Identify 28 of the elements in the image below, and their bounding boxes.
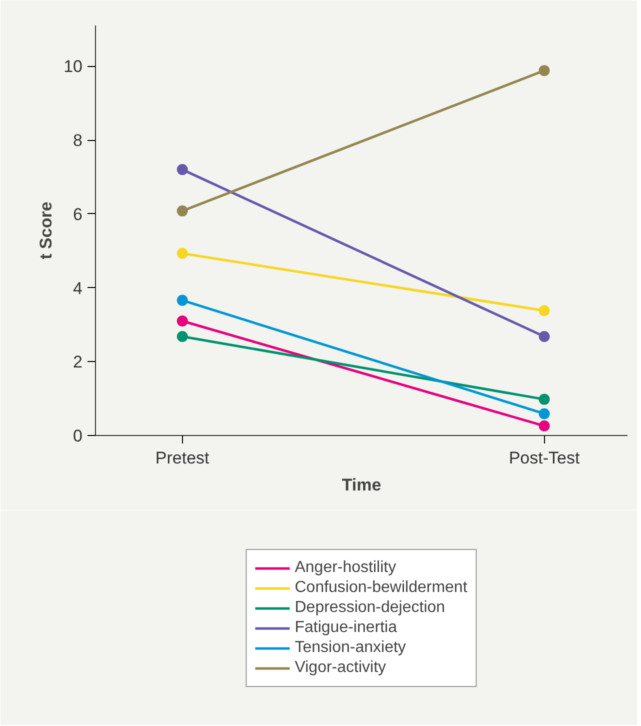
- legend-label: Anger-hostility: [294, 558, 396, 576]
- point: [538, 420, 550, 432]
- point: [538, 65, 550, 76]
- y-tick-label: 10: [64, 57, 83, 76]
- y-tick-label: 2: [73, 352, 83, 372]
- point: [176, 205, 188, 216]
- x-tick-label: Pretest: [155, 448, 210, 468]
- x-axis-title: Time: [342, 476, 382, 494]
- legend-label: Tension-anxiety: [294, 638, 406, 656]
- legend-label: Confusion-bewilderment: [294, 578, 468, 596]
- y-tick-label: 8: [73, 131, 83, 150]
- y-tick-label: 6: [73, 204, 83, 224]
- x-tick-label: Post-Test: [508, 448, 580, 468]
- point: [176, 331, 188, 342]
- legend-label: Depression-dejection: [294, 598, 446, 616]
- point: [538, 408, 550, 420]
- y-tick-label: 4: [73, 278, 83, 298]
- legend-label: Fatigue-inertia: [294, 618, 398, 636]
- point: [176, 316, 188, 326]
- legend-label: Vigor-activity: [294, 658, 386, 676]
- y-tick-label: 0: [73, 426, 83, 446]
- point: [176, 294, 188, 306]
- point: [538, 331, 550, 342]
- point: [176, 248, 188, 259]
- point: [538, 394, 550, 405]
- y-axis-title: t Score: [36, 202, 56, 260]
- point: [176, 164, 188, 176]
- point: [538, 305, 550, 316]
